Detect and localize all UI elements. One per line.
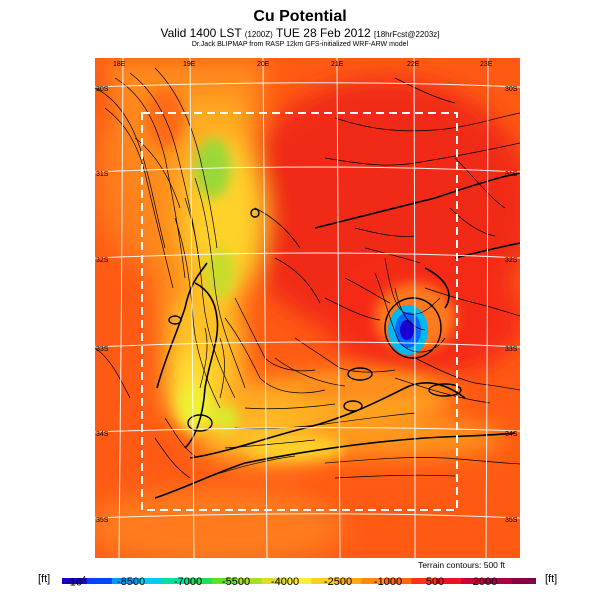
colorbar	[62, 571, 537, 584]
lat-label-35s-right: 35S	[505, 517, 518, 524]
lat-label-33s-right: 33S	[505, 346, 518, 353]
lon-label-20e-top: 20E	[257, 61, 270, 68]
colorbar-swatch	[361, 578, 387, 584]
colorbar-swatch	[62, 578, 88, 584]
utc-time: (1200Z)	[244, 30, 273, 39]
colorbar-swatch	[436, 578, 462, 584]
valid-time: Valid 1400 LST	[160, 26, 242, 40]
colorbar-tick: -5500	[221, 576, 251, 588]
colorbar-swatch	[261, 578, 288, 584]
valid-time-line: Valid 1400 LST (1200Z) TUE 28 Feb 2012 […	[0, 26, 600, 40]
lat-label-33s-left: 33S	[96, 346, 109, 353]
forecast-date: TUE 28 Feb 2012	[275, 26, 371, 40]
colorbar-swatch	[286, 578, 312, 584]
colorbar-swatch	[211, 578, 238, 584]
colorbar-tick: -4000	[270, 576, 300, 588]
colorbar-swatch	[236, 578, 263, 584]
colorbar-tick: -2500	[323, 576, 353, 588]
colorbar-tick: 500	[425, 576, 445, 588]
colorbar-tick: 2000	[472, 576, 498, 588]
colorbar-swatch	[411, 578, 437, 584]
colorbar-swatch	[86, 578, 113, 584]
colorbar-ticks: -104 -8500 -7000 -5500 -4000 -2500 -1000…	[62, 576, 536, 590]
lat-label-32s-right: 32S	[505, 257, 518, 264]
colorbar-tick-exponent: 4	[82, 576, 86, 583]
colorbar-tick-base: -10	[66, 576, 82, 589]
lat-label-30s-right: 30S	[505, 86, 518, 93]
forecast-run: [18hrFcst@2203z]	[374, 30, 440, 39]
colorbar-swatch	[511, 578, 537, 584]
model-credit: Dr.Jack BLIPMAP from RASP 12km GFS-initi…	[191, 41, 409, 48]
lat-label-31s-left: 31S	[96, 171, 109, 178]
colorbar-swatch	[186, 578, 213, 584]
lon-label-18e-top: 18E	[113, 61, 126, 68]
lat-label-34s-left: 34S	[96, 431, 109, 438]
colorbar-tick: -1000	[373, 576, 403, 588]
colorbar-swatch	[461, 578, 487, 584]
lat-label-34s-right: 34S	[505, 431, 518, 438]
lat-label-31s-right: 31S	[505, 171, 518, 178]
colorbar-swatch	[136, 578, 163, 584]
lat-label-30s-left: 30S	[96, 86, 109, 93]
closed-contours	[168, 208, 462, 432]
thick-contours	[154, 172, 520, 499]
lon-label-19e-top: 19E	[183, 61, 196, 68]
terrain-contour-note: Terrain contours: 500 ft	[418, 560, 505, 570]
colorbar-unit-right: [ft]	[545, 573, 558, 585]
colorbar-swatch	[386, 578, 412, 584]
lat-lon-grid	[95, 58, 520, 558]
colorbar-swatch	[161, 578, 188, 584]
colorbar-swatch	[311, 578, 337, 584]
map-title: Cu Potential	[253, 8, 347, 25]
lon-label-21e-top: 21E	[331, 61, 344, 68]
colorbar-tick-first: -104	[66, 576, 86, 589]
cu-potential-map: 18E 19E 20E 21E 22E 23E 18E 19E 20E 21E …	[95, 58, 520, 558]
colorbar-tick: -8500	[116, 576, 146, 588]
colorbar-swatches	[62, 578, 537, 584]
lat-label-35s-left: 35S	[96, 517, 109, 524]
map-canvas: 18E 19E 20E 21E 22E 23E 18E 19E 20E 21E …	[95, 58, 520, 558]
colorbar-swatch	[336, 578, 362, 584]
colorbar-swatch	[486, 578, 512, 584]
lat-label-32s-left: 32S	[96, 257, 109, 264]
lon-label-22e-top: 22E	[407, 61, 420, 68]
colorbar-tick: -7000	[173, 576, 203, 588]
hotspot-core	[400, 320, 414, 340]
colorbar-swatch	[111, 578, 138, 584]
colorbar-unit-left: [ft]	[38, 573, 51, 585]
inner-domain-box	[141, 112, 458, 511]
lon-label-23e-top: 23E	[480, 61, 493, 68]
